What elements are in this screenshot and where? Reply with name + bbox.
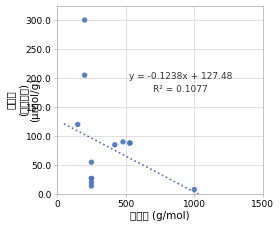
Text: y = -0.1238x + 127.48
R² = 0.1077: y = -0.1238x + 127.48 R² = 0.1077 (129, 72, 232, 94)
Point (192, 188, 197, 191)
Point (128, 141, 132, 145)
Point (121, 140, 125, 144)
Point (113, 143, 117, 147)
Point (89, 181, 94, 184)
X-axis label: 분자량 (g/mol): 분자량 (g/mol) (130, 211, 190, 222)
Y-axis label: 흡착능
(유멀보능)
(μmol/g): 흡착능 (유멀보능) (μmol/g) (6, 78, 40, 122)
Point (89, 177, 94, 180)
Point (128, 141, 132, 145)
Point (76, 123, 80, 126)
Point (89, 184, 94, 188)
Point (89, 177, 94, 180)
Point (82, 73, 87, 77)
Point (82, 18, 87, 22)
Point (89, 160, 94, 164)
